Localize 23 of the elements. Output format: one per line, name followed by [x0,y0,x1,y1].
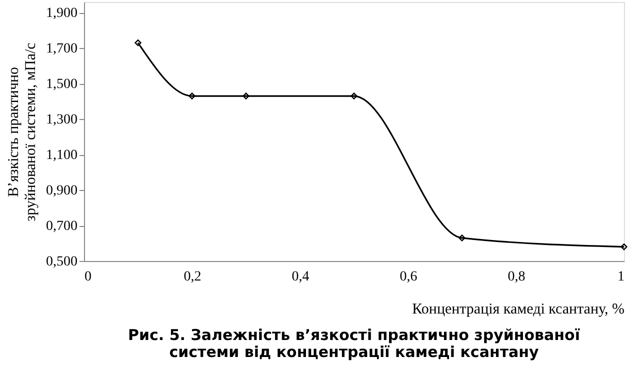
text: Рис. 5. Залежність в’язкості практично зруйнованої системи від концентрації камеді ксантану [128,326,580,361]
y-tick-label: 1,900 [46,6,78,22]
point [134,39,142,46]
y-tick-label: 1,300 [46,112,78,128]
point [242,92,250,100]
x-tick-label: 0 [84,270,92,284]
x-axis-title: Концентрація камеді ксантану, % [412,302,624,318]
point [188,92,196,100]
y-tick-label: 1,100 [46,148,78,164]
y-tick-label: 0,900 [46,184,78,199]
x-tick-label: 0,8 [508,270,526,284]
y-tick-label: 1,500 [46,77,78,92]
x-tick-label: 0,4 [292,270,310,284]
y-tick-label: 0,700 [46,219,78,234]
y-axis-title: В’язкість практично зруйнованої системи, мПа/с [6,42,39,222]
x-tick-label: 0,6 [400,270,418,284]
y-tick-label: 0,500 [46,254,78,270]
x-tick-label: 0,2 [184,270,202,284]
x-tick-label: 1 [618,270,624,284]
point [350,92,358,100]
point [458,234,466,242]
point [620,243,628,250]
y-tick-label: 1,700 [46,42,78,57]
